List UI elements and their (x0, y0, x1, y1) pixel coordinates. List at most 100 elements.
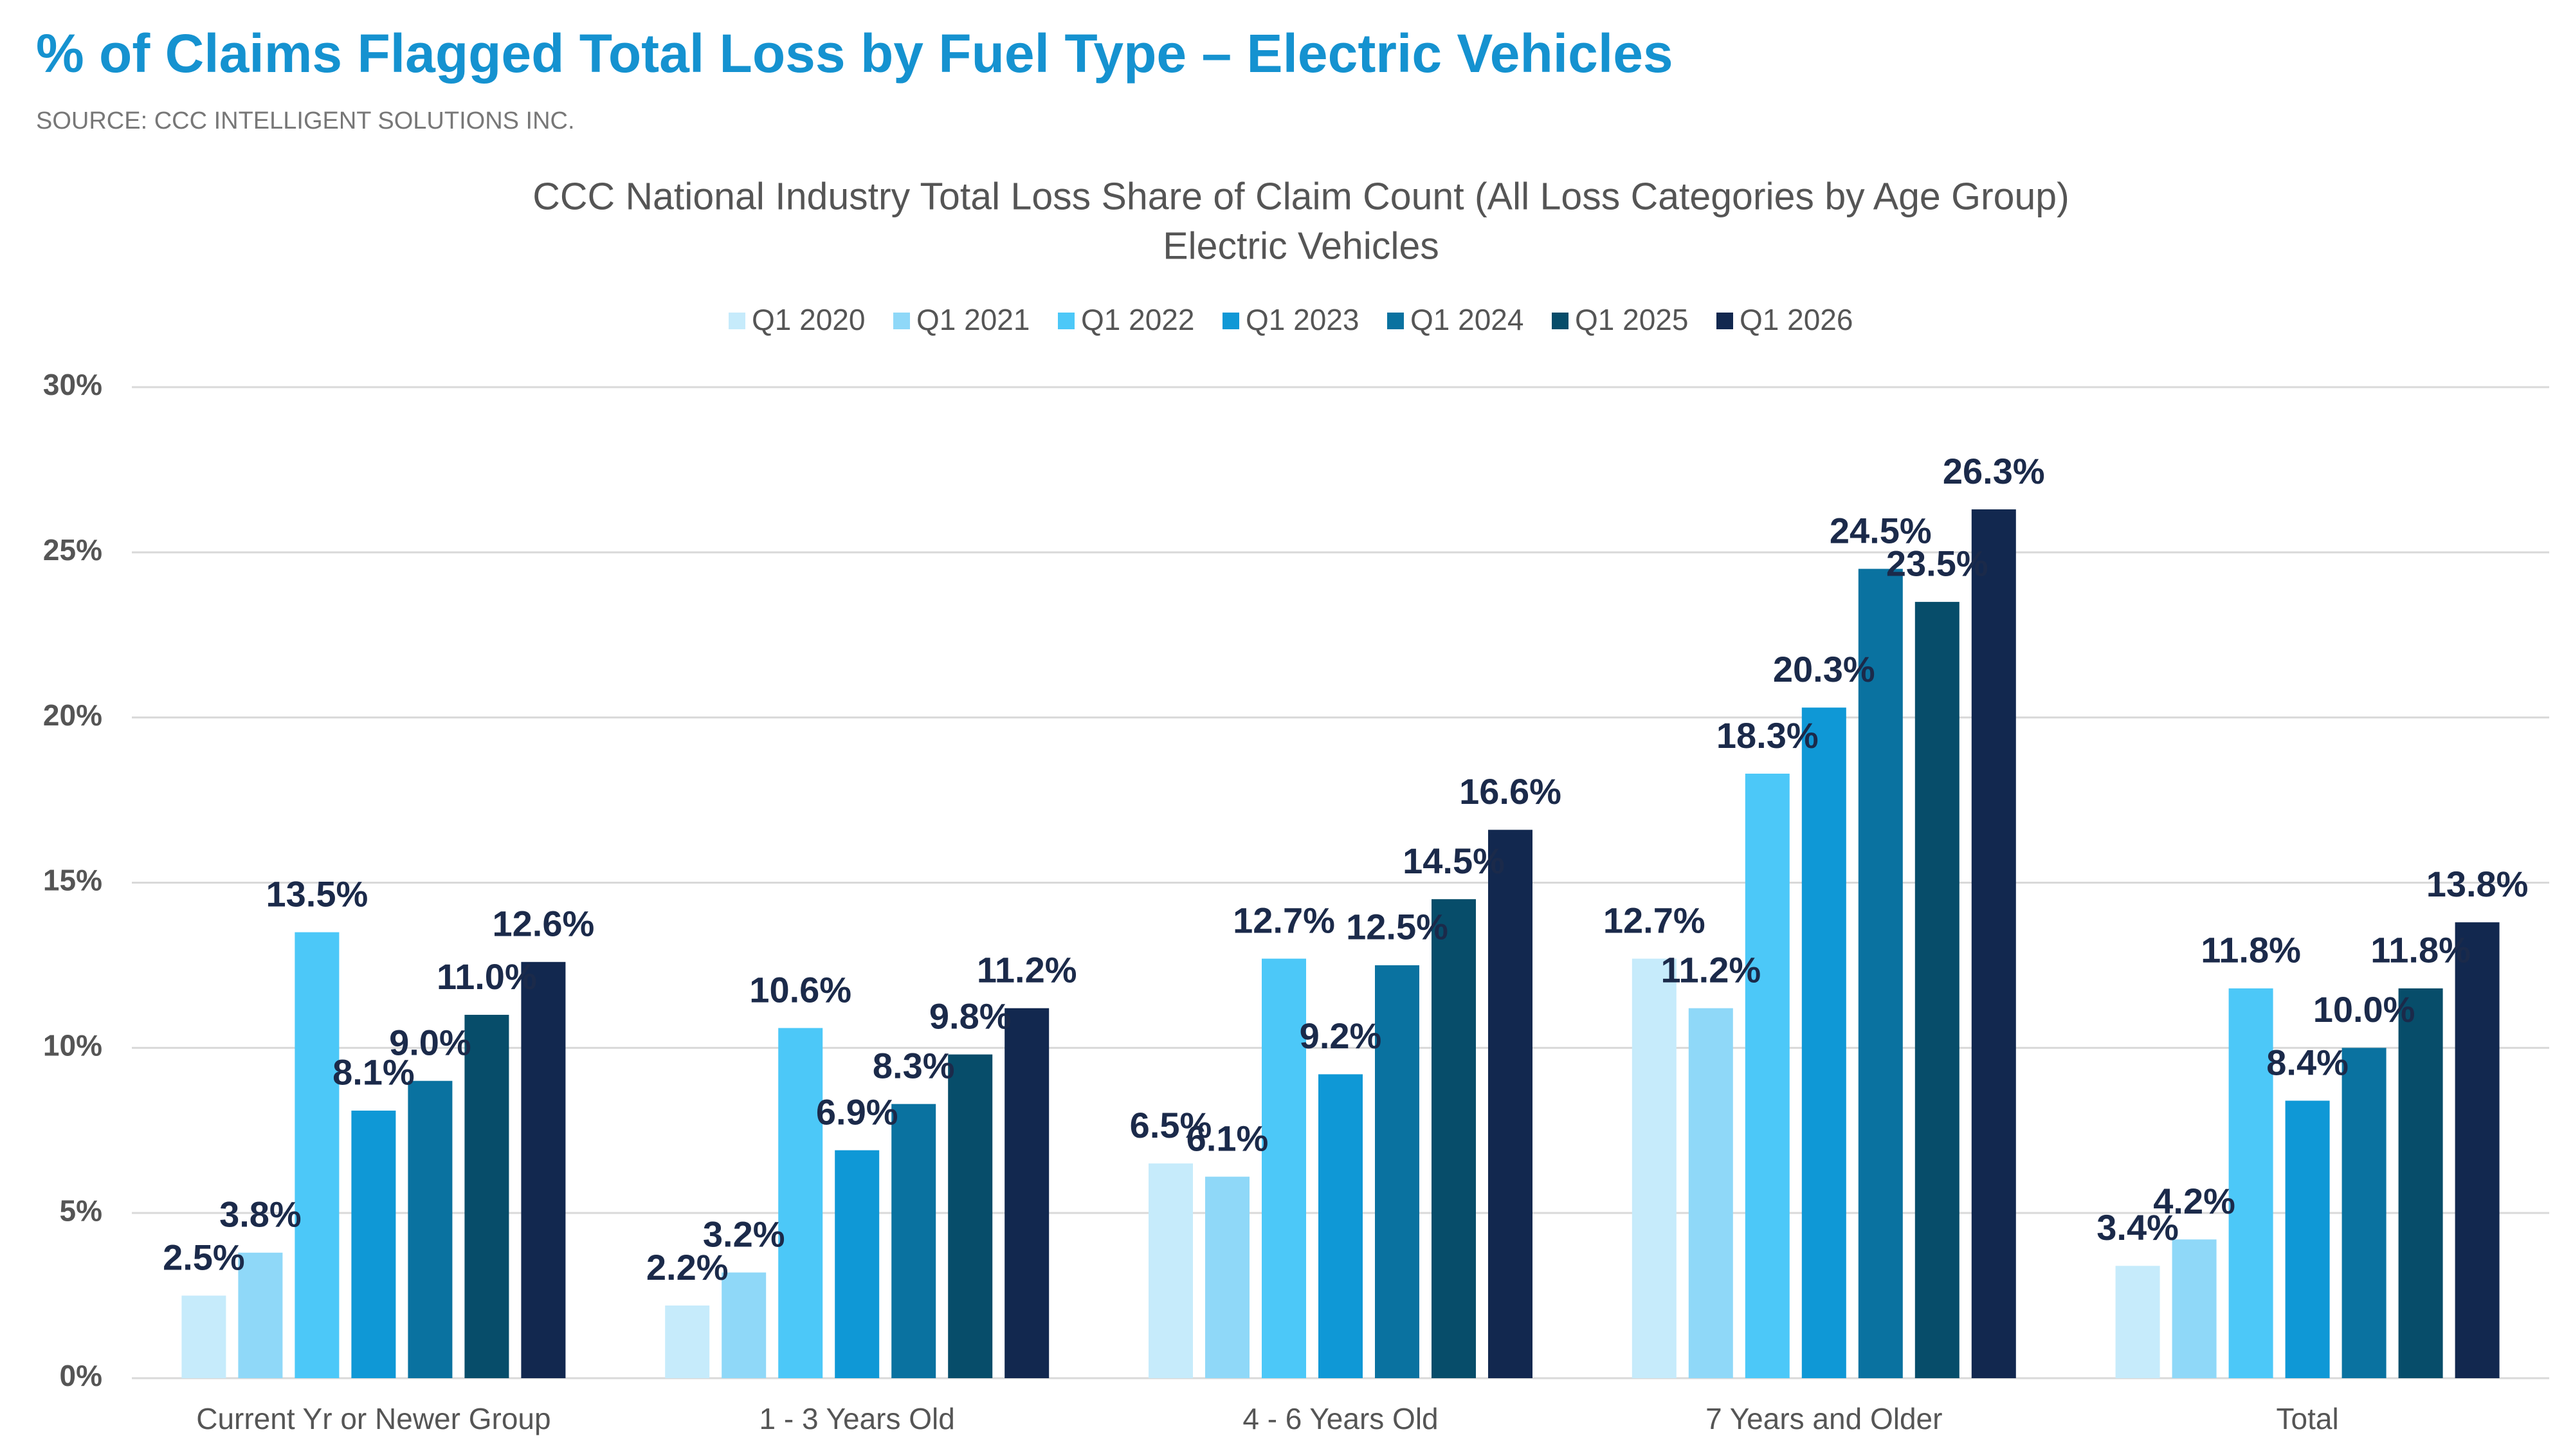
source: SOURCE: CCC INTELLIGENT SOLUTIONS INC. (36, 107, 575, 134)
value-label: 9.8% (929, 996, 1012, 1036)
bar (1745, 773, 1790, 1378)
bar (891, 1104, 936, 1378)
legend-swatch (1223, 313, 1239, 329)
bar (722, 1272, 767, 1378)
bar (181, 1295, 226, 1378)
value-label: 6.5% (1130, 1105, 1212, 1145)
bar (2455, 922, 2500, 1378)
value-label: 3.8% (219, 1194, 302, 1235)
bar (2115, 1266, 2160, 1378)
value-label: 23.5% (1886, 543, 1988, 584)
legend-swatch (1387, 313, 1404, 329)
bar (2285, 1100, 2330, 1378)
legend-label: Q1 2026 (1740, 303, 1853, 336)
value-label: 12.6% (493, 904, 595, 944)
value-label: 4.2% (2153, 1181, 2235, 1221)
value-label: 8.3% (873, 1045, 955, 1086)
x-tick-label: 4 - 6 Years Old (1242, 1402, 1438, 1435)
legend-label: Q1 2023 (1246, 303, 1359, 336)
subtitle: Electric Vehicles (1163, 225, 1439, 268)
bar (778, 1028, 823, 1378)
value-label: 20.3% (1773, 649, 1875, 689)
y-tick-label: 20% (43, 698, 102, 732)
bar (1971, 509, 2016, 1378)
bar (1375, 965, 1419, 1378)
legend-swatch (893, 313, 910, 329)
x-tick-label: 7 Years and Older (1705, 1402, 1942, 1435)
bar (835, 1150, 880, 1378)
bar (1205, 1176, 1250, 1378)
value-label: 11.2% (1660, 949, 1761, 990)
x-tick-label: 1 - 3 Years Old (759, 1402, 955, 1435)
value-label: 16.6% (1459, 771, 1561, 812)
legend-label: Q1 2021 (916, 303, 1030, 336)
value-label: 6.9% (816, 1091, 898, 1132)
value-label: 18.3% (1716, 715, 1819, 756)
value-label: 2.2% (646, 1247, 729, 1288)
legend-swatch (1058, 313, 1075, 329)
legend-label: Q1 2020 (752, 303, 865, 336)
bar (1318, 1074, 1363, 1378)
value-label: 11.8% (2201, 930, 2301, 970)
value-label: 6.1% (1186, 1118, 1269, 1158)
bar (1432, 899, 1476, 1378)
bar (238, 1252, 283, 1378)
bar (1005, 1008, 1050, 1378)
value-label: 8.1% (332, 1052, 415, 1093)
value-label: 11.0% (437, 956, 537, 997)
y-tick-label: 5% (60, 1194, 102, 1227)
y-tick-label: 10% (43, 1028, 102, 1062)
bar (1914, 601, 1959, 1379)
bar (1801, 707, 1846, 1378)
subtitle: CCC National Industry Total Loss Share o… (532, 176, 2069, 218)
value-label: 11.2% (977, 949, 1077, 990)
legend-label: Q1 2024 (1410, 303, 1523, 336)
value-label: 12.7% (1603, 900, 1705, 940)
bar (2398, 988, 2443, 1378)
bar (1632, 958, 1677, 1378)
bar (1149, 1163, 1193, 1378)
y-tick-label: 15% (43, 864, 102, 897)
bar (464, 1014, 509, 1378)
legend-swatch (1552, 313, 1568, 329)
bar (2228, 988, 2273, 1378)
bar (1688, 1008, 1733, 1378)
legend-swatch (1716, 313, 1733, 329)
y-tick-label: 0% (60, 1359, 102, 1392)
value-label: 9.0% (389, 1022, 471, 1062)
value-label: 10.0% (2313, 989, 2415, 1030)
bar (665, 1305, 710, 1378)
x-tick-label: Total (2277, 1402, 2339, 1435)
value-label: 26.3% (1943, 451, 2045, 491)
bar (948, 1054, 993, 1378)
value-label: 2.5% (163, 1237, 245, 1277)
value-label: 13.5% (266, 873, 368, 914)
bar (1858, 569, 1903, 1379)
legend-label: Q1 2022 (1081, 303, 1194, 336)
value-label: 3.4% (2096, 1207, 2179, 1248)
bar (351, 1110, 396, 1378)
x-tick-label: Current Yr or Newer Group (196, 1402, 550, 1435)
value-label: 12.5% (1346, 907, 1448, 947)
bar (521, 961, 566, 1378)
chart-title: % of Claims Flagged Total Loss by Fuel T… (36, 23, 1673, 84)
y-tick-label: 30% (43, 368, 102, 401)
bar (1262, 958, 1306, 1378)
bar (1488, 830, 1532, 1378)
value-label: 8.4% (2266, 1042, 2349, 1082)
value-label: 11.8% (2370, 930, 2471, 970)
value-label: 14.5% (1403, 841, 1505, 881)
value-label: 24.5% (1830, 510, 1932, 551)
bar (408, 1080, 453, 1378)
value-label: 13.8% (2426, 864, 2529, 904)
y-tick-label: 25% (43, 533, 102, 567)
legend-label: Q1 2025 (1575, 303, 1688, 336)
bar (2172, 1239, 2217, 1378)
value-label: 9.2% (1300, 1015, 1382, 1056)
legend-swatch (729, 313, 745, 329)
value-label: 10.6% (749, 969, 851, 1010)
value-label: 12.7% (1233, 900, 1335, 940)
value-label: 3.2% (703, 1214, 785, 1254)
bar (295, 932, 340, 1378)
